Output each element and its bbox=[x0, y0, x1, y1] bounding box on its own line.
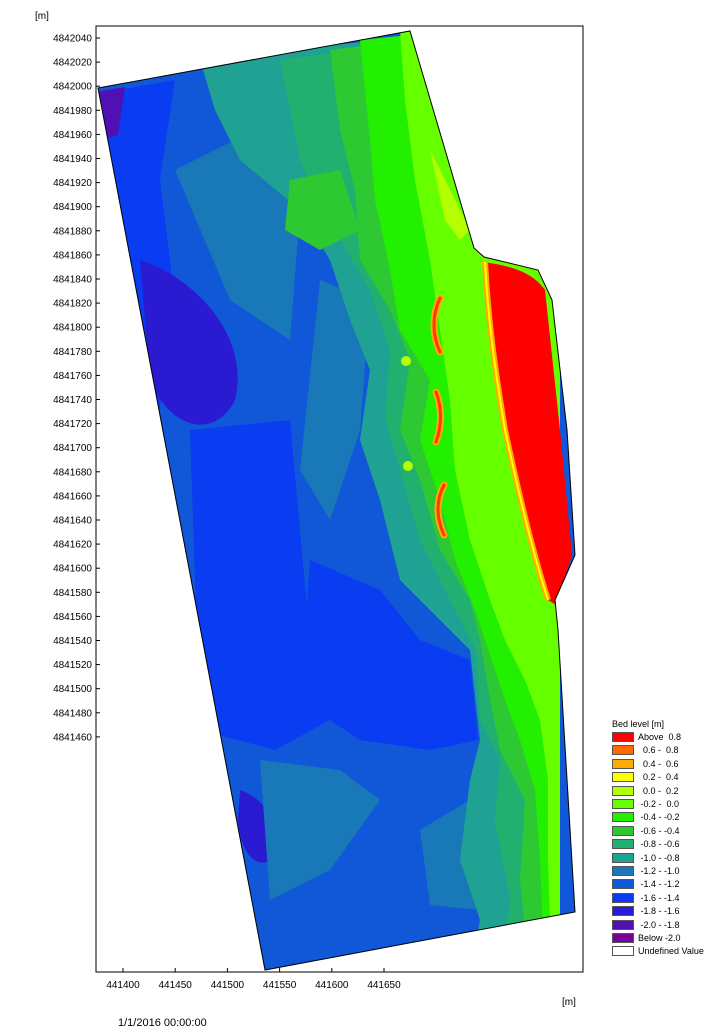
legend-swatch bbox=[612, 866, 634, 876]
legend-swatch bbox=[612, 772, 634, 783]
legend-swatch bbox=[612, 799, 634, 809]
legend-label: 0.4 - 0.6 bbox=[638, 758, 679, 769]
legend-swatch bbox=[612, 812, 634, 823]
y-tick-label: 4841680 bbox=[53, 467, 92, 478]
legend-item: Undefined Value bbox=[612, 945, 715, 958]
y-tick-label: 4841760 bbox=[53, 371, 92, 382]
y-tick-label: 4841700 bbox=[53, 443, 92, 454]
legend-label: -1.8 - -1.6 bbox=[638, 906, 680, 917]
legend-swatch bbox=[612, 852, 634, 863]
y-tick-label: 4841580 bbox=[53, 588, 92, 599]
y-tick-label: 4841980 bbox=[53, 106, 92, 117]
y-tick-label: 4841480 bbox=[53, 708, 92, 719]
legend-label: -1.0 - -0.8 bbox=[638, 852, 680, 863]
y-tick-label: 4841860 bbox=[53, 250, 92, 261]
legend-swatch bbox=[612, 825, 634, 836]
legend-label: -2.0 - -1.8 bbox=[638, 919, 680, 930]
legend-swatch bbox=[612, 732, 634, 742]
legend-swatch bbox=[612, 785, 634, 796]
legend-swatch bbox=[612, 919, 634, 930]
x-tick-label: 441650 bbox=[367, 980, 401, 991]
y-tick-label: 4841900 bbox=[53, 202, 92, 213]
y-tick-label: 4841600 bbox=[53, 564, 92, 575]
legend-label: Above 0.8 bbox=[638, 732, 682, 742]
legend-item: -0.4 - -0.2 bbox=[612, 811, 715, 824]
legend-item: -0.6 - -0.4 bbox=[612, 825, 715, 838]
y-axis-unit: [m] bbox=[35, 11, 49, 22]
y-tick-label: 4841660 bbox=[53, 491, 92, 502]
legend-item: -0.2 - 0.0 bbox=[612, 798, 715, 811]
legend-label: -0.2 - 0.0 bbox=[638, 799, 680, 809]
y-tick-label: 4841460 bbox=[53, 732, 92, 743]
x-tick-label: 441500 bbox=[211, 980, 245, 991]
berm-zone bbox=[485, 262, 572, 605]
legend-swatch bbox=[612, 933, 634, 943]
x-tick-label: 441600 bbox=[315, 980, 349, 991]
legend-item: 0.6 - 0.8 bbox=[612, 744, 715, 757]
legend-label: 0.2 - 0.4 bbox=[638, 772, 679, 783]
y-tick-label: 4842040 bbox=[53, 34, 92, 45]
y-tick-label: 4841880 bbox=[53, 226, 92, 237]
legend-item: -1.6 - -1.4 bbox=[612, 892, 715, 905]
legend-item: -1.2 - -1.0 bbox=[612, 865, 715, 878]
y-tick-label: 4841820 bbox=[53, 299, 92, 310]
legend-label: -0.4 - -0.2 bbox=[638, 812, 680, 823]
y-tick-label: 4841640 bbox=[53, 516, 92, 527]
domain-outline bbox=[97, 30, 576, 971]
y-tick-label: 4841920 bbox=[53, 178, 92, 189]
y-tick-label: 4841520 bbox=[53, 660, 92, 671]
x-axis-unit: [m] bbox=[562, 997, 576, 1008]
legend-swatch bbox=[612, 879, 634, 890]
legend-label: Below -2.0 bbox=[638, 933, 681, 943]
legend-swatch bbox=[612, 745, 634, 756]
timestamp: 1/1/2016 00:00:00 bbox=[118, 1017, 207, 1029]
y-tick-label: 4841560 bbox=[53, 612, 92, 623]
x-tick-label: 441550 bbox=[263, 980, 297, 991]
legend-label: -1.2 - -1.0 bbox=[638, 866, 680, 876]
legend-label: Undefined Value bbox=[638, 946, 704, 957]
legend-label: -1.4 - -1.2 bbox=[638, 879, 680, 890]
legend-swatch bbox=[612, 946, 634, 957]
y-tick-label: 4841720 bbox=[53, 419, 92, 430]
y-tick-label: 4842000 bbox=[53, 82, 92, 93]
legend-label: 0.0 - 0.2 bbox=[638, 785, 679, 796]
legend-label: -0.8 - -0.6 bbox=[638, 839, 680, 850]
legend-swatch bbox=[612, 892, 634, 903]
y-tick-label: 4841540 bbox=[53, 636, 92, 647]
y-tick-label: 4841940 bbox=[53, 154, 92, 165]
legend-title: Bed level [m] bbox=[612, 719, 665, 729]
y-tick-label: 4841500 bbox=[53, 684, 92, 695]
legend-swatch bbox=[612, 906, 634, 917]
legend-item: 0.2 - 0.4 bbox=[612, 771, 715, 784]
legend-item: Above 0.8 bbox=[612, 731, 715, 744]
y-tick-label: 4842020 bbox=[53, 58, 92, 69]
legend-item: -0.8 - -0.6 bbox=[612, 838, 715, 851]
legend: Bed level [m] Above 0.8 0.6 - 0.8 0.4 - … bbox=[610, 718, 715, 974]
legend-label: 0.6 - 0.8 bbox=[638, 745, 679, 756]
legend-label: -0.6 - -0.4 bbox=[638, 825, 680, 836]
legend-item: 0.4 - 0.6 bbox=[612, 758, 715, 771]
y-tick-label: 4841740 bbox=[53, 395, 92, 406]
y-tick-label: 4841620 bbox=[53, 540, 92, 551]
legend-item: -1.8 - -1.6 bbox=[612, 905, 715, 918]
legend-item: -2.0 - -1.8 bbox=[612, 919, 715, 932]
legend-label: -1.6 - -1.4 bbox=[638, 892, 680, 903]
legend-swatch bbox=[612, 758, 634, 769]
x-tick-label: 441400 bbox=[106, 980, 140, 991]
y-tick-label: 4841840 bbox=[53, 275, 92, 286]
legend-item: -1.4 - -1.2 bbox=[612, 878, 715, 891]
x-tick-label: 441450 bbox=[159, 980, 193, 991]
legend-item: -1.0 - -0.8 bbox=[612, 852, 715, 865]
y-tick-label: 4841800 bbox=[53, 323, 92, 334]
y-tick-label: 4841960 bbox=[53, 130, 92, 141]
legend-item: Below -2.0 bbox=[612, 932, 715, 945]
y-tick-label: 4841780 bbox=[53, 347, 92, 358]
legend-item: 0.0 - 0.2 bbox=[612, 785, 715, 798]
legend-swatch bbox=[612, 839, 634, 850]
